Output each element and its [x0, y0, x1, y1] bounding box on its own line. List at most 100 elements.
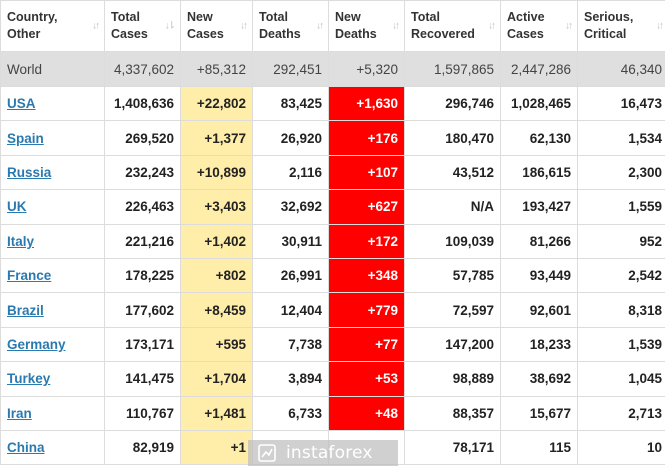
total-deaths-cell: 32,692: [252, 189, 329, 225]
header-new-cases[interactable]: New Cases ↓↑: [180, 0, 253, 52]
active-cases-cell: 186,615: [500, 154, 578, 191]
country-link[interactable]: USA: [7, 96, 36, 112]
total-deaths-cell: 3,894: [252, 361, 329, 397]
sort-arrows-icon[interactable]: ↓↑: [92, 20, 100, 32]
country-cell: Russia: [0, 154, 105, 191]
new-deaths-cell: +1,630: [328, 85, 405, 122]
table-row: UK 226,463 +3,403 32,692 +627 N/A 193,427 1,559: [0, 189, 665, 225]
active-cases-cell: 115: [500, 429, 578, 466]
country-cell: UK: [0, 189, 105, 225]
new-cases-cell: +22,802: [180, 85, 253, 122]
total-deaths-cell: 26,991: [252, 257, 329, 294]
country-cell: China: [0, 429, 105, 466]
new-deaths-cell: +53: [328, 361, 405, 397]
total-recovered-cell: 78,171: [404, 429, 501, 466]
header-label: New Cases: [187, 10, 224, 41]
active-cases-cell: 1,028,465: [500, 85, 578, 122]
serious-critical-cell: 1,539: [577, 326, 665, 363]
table-row: Iran 110,767 +1,481 6,733 +48 88,357 15,677 2,7…: [0, 395, 665, 431]
header-label: New Deaths: [335, 10, 377, 41]
country-cell: Spain: [0, 120, 105, 156]
serious-critical-cell: 2,300: [577, 154, 665, 191]
total-cases-cell: 173,171: [104, 326, 181, 363]
sort-arrows-icon[interactable]: ↓↑: [488, 20, 496, 32]
serious-critical-cell: 46,340: [577, 51, 665, 87]
header-label: Total Cases: [111, 10, 148, 41]
active-cases-cell: 62,130: [500, 120, 578, 156]
country-link[interactable]: Turkey: [7, 371, 51, 387]
sort-arrows-icon[interactable]: ↓↑: [392, 20, 400, 32]
serious-critical-cell: 952: [577, 223, 665, 259]
table-header-row: Country, Other ↓↑ Total Cases ↓⇂ New Cases…: [0, 0, 665, 52]
total-cases-cell: 82,919: [104, 429, 181, 466]
total-cases-cell: 1,408,636: [104, 85, 181, 122]
new-cases-cell: +3,403: [180, 189, 253, 225]
table-row: Brazil 177,602 +8,459 12,404 +779 72,597 92,60…: [0, 292, 665, 328]
sort-arrows-icon[interactable]: ↓↑: [240, 20, 248, 32]
header-total-deaths[interactable]: Total Deaths ↓↑: [252, 0, 329, 52]
country-cell: Germany: [0, 326, 105, 363]
new-deaths-cell: +176: [328, 120, 405, 156]
active-cases-cell: 193,427: [500, 189, 578, 225]
country-link[interactable]: Brazil: [7, 302, 44, 318]
total-recovered-cell: 88,357: [404, 395, 501, 431]
total-cases-cell: 232,243: [104, 154, 181, 191]
country-link[interactable]: UK: [7, 199, 27, 215]
total-recovered-cell: 147,200: [404, 326, 501, 363]
new-deaths-cell: +627: [328, 189, 405, 225]
sort-desc-icon[interactable]: ↓⇂: [164, 20, 176, 32]
header-new-deaths[interactable]: New Deaths ↓↑: [328, 0, 405, 52]
header-label: Serious, Critical: [584, 10, 634, 41]
total-recovered-cell: 1,597,865: [404, 51, 501, 87]
country-cell: World: [0, 51, 105, 87]
table-row: Russia 232,243 +10,899 2,116 +107 43,512 186,6…: [0, 154, 665, 191]
active-cases-cell: 15,677: [500, 395, 578, 431]
serious-critical-cell: 1,534: [577, 120, 665, 156]
new-cases-cell: +1,377: [180, 120, 253, 156]
country-link[interactable]: Germany: [7, 336, 66, 352]
header-serious-critical[interactable]: Serious, Critical ↓↑: [577, 0, 665, 52]
header-label: Country, Other: [7, 10, 58, 41]
instaforex-logo-icon: [258, 444, 276, 462]
active-cases-cell: 81,266: [500, 223, 578, 259]
new-cases-cell: +8,459: [180, 292, 253, 328]
total-recovered-cell: 180,470: [404, 120, 501, 156]
active-cases-cell: 93,449: [500, 257, 578, 294]
sort-arrows-icon[interactable]: ↓↑: [656, 20, 664, 32]
country-link[interactable]: China: [7, 440, 45, 456]
total-recovered-cell: 98,889: [404, 361, 501, 397]
sort-arrows-icon[interactable]: ↓↑: [565, 20, 573, 32]
instaforex-watermark: instaforex: [248, 440, 398, 466]
total-cases-cell: 177,602: [104, 292, 181, 328]
active-cases-cell: 2,447,286: [500, 51, 578, 87]
total-cases-cell: 178,225: [104, 257, 181, 294]
country-link[interactable]: Spain: [7, 130, 44, 146]
world-total-row: World 4,337,602 +85,312 292,451 +5,320 1…: [0, 51, 665, 87]
total-cases-cell: 141,475: [104, 361, 181, 397]
total-cases-cell: 110,767: [104, 395, 181, 431]
active-cases-cell: 18,233: [500, 326, 578, 363]
serious-critical-cell: 10: [577, 429, 665, 466]
new-cases-cell: +85,312: [180, 51, 253, 87]
header-active-cases[interactable]: Active Cases ↓↑: [500, 0, 578, 52]
country-cell: USA: [0, 85, 105, 122]
total-recovered-cell: N/A: [404, 189, 501, 225]
header-total-recovered[interactable]: Total Recovered ↓↑: [404, 0, 501, 52]
sort-arrows-icon[interactable]: ↓↑: [316, 20, 324, 32]
new-deaths-cell: +77: [328, 326, 405, 363]
country-cell: Italy: [0, 223, 105, 259]
total-recovered-cell: 57,785: [404, 257, 501, 294]
table-row: Spain 269,520 +1,377 26,920 +176 180,470 62,13…: [0, 120, 665, 156]
header-label: Active Cases: [507, 10, 545, 41]
header-total-cases[interactable]: Total Cases ↓⇂: [104, 0, 181, 52]
total-deaths-cell: 12,404: [252, 292, 329, 328]
serious-critical-cell: 1,045: [577, 361, 665, 397]
country-link[interactable]: Iran: [7, 405, 32, 421]
table-row: France 178,225 +802 26,991 +348 57,785 93,449 2…: [0, 257, 665, 294]
header-country[interactable]: Country, Other ↓↑: [0, 0, 105, 52]
total-recovered-cell: 43,512: [404, 154, 501, 191]
country-link[interactable]: Russia: [7, 164, 52, 180]
country-link[interactable]: France: [7, 268, 52, 284]
total-deaths-cell: 83,425: [252, 85, 329, 122]
country-link[interactable]: Italy: [7, 233, 35, 249]
